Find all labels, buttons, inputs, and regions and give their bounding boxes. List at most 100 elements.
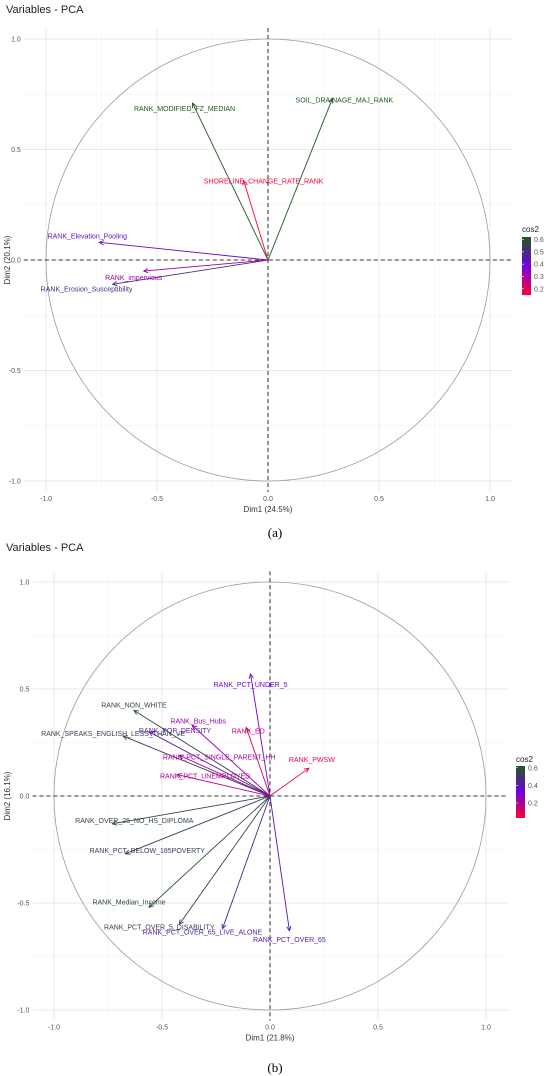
x-tick-label: 0.0 [265,1025,275,1032]
y-tick-label: -0.5 [17,901,29,908]
variable-arrow [222,795,271,929]
legend-colorbar [516,766,525,818]
legend-tick-label: 0.4 [528,783,538,790]
variable-label: RANK_ED [232,729,265,736]
legend-colorbar [522,237,531,295]
variable-arrow [192,102,269,261]
variable-label: RANK_OVER_25_NO_HS_DIPLOMA [75,818,194,825]
arrow-head [176,773,183,779]
arrow-head [286,925,292,932]
arrow-head [178,754,185,760]
arrow-head [303,767,310,773]
arrow-head [98,240,105,246]
arrow-head [242,179,248,186]
variable-arrow [179,754,271,797]
y-tick-label: 0.5 [11,147,21,154]
arrow-head [192,102,197,109]
arrow-head [148,731,155,737]
variable-arrow [148,731,271,797]
variable-label: RANK_PCT_UNDER_5 [214,682,288,689]
arrow-head [221,923,227,930]
legend-tick-label: 0.2 [528,801,538,808]
x-tick-label: -0.5 [151,496,163,503]
variable-label: SOIL_DRAINAGE_MAJ_RANK [296,98,394,105]
variable-arrow [143,259,269,272]
variable-arrow [133,710,271,797]
x-tick-label: 0.0 [263,496,273,503]
x-tick-label: -1.0 [48,1025,60,1032]
legend-tick-label: 0.6 [534,237,544,244]
variable-arrow [178,795,271,925]
x-tick-label: -0.5 [156,1025,168,1032]
variable-arrow [148,795,271,908]
variable-arrow [122,735,271,797]
variable-arrow [177,774,271,797]
variable-label: RANK_impervious [105,275,163,282]
legend-tick-label: 0.6 [528,765,538,772]
variable-label: RANK_PCT_OVER_5_DISABILITY [104,924,215,931]
variable-label: RANK_PCT_OVER_65_LIVE_ALONE [143,930,263,937]
pca-panel-a: Variables - PCA -1.0 -1.0 -0.5 -0.5 0.0 0.0 0.… [3,4,544,540]
x-tick-label: 1.0 [485,496,495,503]
variable-arrow [250,673,271,797]
arrow-head [111,281,118,287]
x-tick-label: 1.0 [481,1025,491,1032]
arrow-head [124,849,131,855]
variable-arrow [245,727,271,797]
variable-arrow [112,259,269,285]
legend-title: cos2 [522,225,539,234]
y-tick-label: -0.5 [9,368,21,375]
arrow-head [328,97,334,104]
x-tick-label: 0.5 [373,1025,383,1032]
variable-label: SHORELINE_CHANGE_RATE_RANK [204,178,324,185]
arrow-head [111,820,118,826]
chart-title: Variables - PCA [6,4,84,16]
y-tick-label: 0.0 [11,258,21,265]
arrow-head [248,672,254,679]
variable-label: RANK_PCT_UNEMPLOYED [160,774,250,781]
variable-arrow [99,241,269,261]
legend-tick-label: 0.2 [534,286,544,293]
y-tick-label: -1.0 [17,1008,29,1015]
arrow-head [178,919,184,926]
variable-label: RANK_POP_DENSITY [139,728,212,735]
variable-arrow [243,180,269,261]
variable-arrow [269,767,310,797]
variable-label: RANK_Erosion_Susceptibility [41,286,133,293]
y-axis-label: Dim2 (20.1%) [3,235,12,284]
variable-label: RANK_NON_WHITE [101,702,167,709]
variable-arrow [191,725,271,797]
y-tick-label: 1.0 [11,37,21,44]
x-axis-label: Dim1 (24.5%) [244,505,293,514]
x-tick-label: -1.0 [40,496,52,503]
y-tick-label: -1.0 [9,479,21,486]
variable-arrows: RANK_PCT_UNDER_5 RANK_NON_WHITE RANK_Bus_H… [41,672,335,944]
variable-arrows: RANK_MODIFIED_FZ_MEDIAN SOIL_DRAINAGE_MAJ… [41,98,394,294]
arrow-head [191,724,198,731]
panel-caption: (b) [267,1060,283,1075]
arrow-head [133,709,139,715]
variable-label: RANK_PWSW [289,757,335,764]
x-axis-label: Dim1 (21.8%) [246,1034,295,1043]
y-tick-label: 0.5 [20,687,30,694]
variable-label: RANK_PCT_BELOW_185POVERTY [90,848,206,855]
variable-label: RANK_Bus_Hubs [170,718,226,725]
y-tick-label: 1.0 [20,580,30,587]
y-axis-label: Dim2 (16.1%) [3,771,12,820]
pca-panel-b: Variables - PCA -1.0 -1.0 -0.5 -0.5 0.0 0.0 0.… [0,538,550,1076]
x-tick-label: 0.5 [374,496,384,503]
legend-tick-label: 0.4 [534,262,544,269]
panel-caption: (a) [267,525,283,540]
variable-arrow [269,795,290,931]
variable-label: RANK_Elevation_Pooling [48,233,127,240]
pca-chart-b: -1.0 -1.0 -0.5 -0.5 0.0 0.0 0.5 0.5 1.0 1.0 Dim1 (… [3,571,538,1043]
variable-label: RANK_Median_Income [92,899,165,906]
chart-title: Variables - PCA [6,542,84,554]
variable-arrow [125,795,271,855]
arrow-head [148,902,154,908]
variable-label: RANK_PCT_SINGLE_PARENT_HH [163,754,276,761]
variable-label: RANK_SPEAKS_ENGLISH_LESS_THAN_VE [41,731,185,738]
legend-tick-label: 0.3 [534,274,544,281]
legend-tick-label: 0.5 [534,249,544,256]
